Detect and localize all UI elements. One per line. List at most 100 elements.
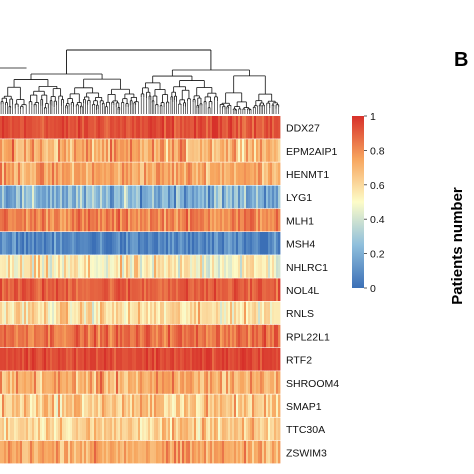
heatmap-cell (278, 440, 281, 464)
heatmap-cell (18, 394, 21, 417)
heatmap-cell (46, 208, 49, 232)
heatmap-cell (28, 255, 31, 278)
heatmap-cell (100, 348, 103, 371)
heatmap-cell (272, 278, 275, 301)
heatmap-cell (30, 348, 33, 371)
heatmap-cell (256, 371, 259, 394)
heatmap-cell (44, 394, 47, 417)
heatmap-cell (34, 440, 37, 464)
heatmap-cell (26, 116, 29, 139)
heatmap-cell (194, 255, 197, 278)
heatmap-cell (84, 324, 87, 348)
heatmap-cell (58, 116, 61, 139)
heatmap-cell (46, 301, 49, 325)
heatmap-cell (76, 324, 79, 348)
heatmap-cell (226, 208, 229, 232)
heatmap-cell (160, 417, 163, 441)
heatmap-cell (142, 185, 145, 209)
heatmap-cell (242, 255, 245, 278)
heatmap-cell (48, 208, 51, 232)
heatmap-cell (246, 324, 249, 348)
heatmap-cell (188, 139, 191, 162)
heatmap-cell (230, 232, 233, 255)
heatmap-cell (256, 162, 259, 185)
heatmap-cell (164, 185, 167, 209)
heatmap-cell (94, 348, 97, 371)
heatmap-cell (270, 255, 273, 278)
heatmap-cell (66, 255, 69, 278)
heatmap-cell (158, 139, 161, 162)
heatmap-cell (148, 208, 151, 232)
heatmap-cell (106, 440, 109, 464)
heatmap-cell (268, 185, 271, 209)
heatmap-cell (8, 162, 11, 185)
heatmap-cell (90, 255, 93, 278)
heatmap-cell (28, 278, 31, 301)
heatmap-cell (116, 371, 119, 394)
row-label-msh4: MSH4 (286, 239, 315, 251)
heatmap-cell (12, 232, 15, 255)
heatmap-cell (252, 440, 255, 464)
heatmap-cell (42, 232, 45, 255)
heatmap-cell (160, 301, 163, 325)
heatmap-cell (32, 324, 35, 348)
heatmap-cell (276, 162, 279, 185)
heatmap-cell (242, 139, 245, 162)
heatmap-cell (110, 185, 113, 209)
heatmap-cell (168, 208, 171, 232)
heatmap-cell (200, 348, 203, 371)
heatmap-cell (278, 301, 281, 325)
heatmap-cell (268, 278, 271, 301)
heatmap-cell (54, 371, 57, 394)
heatmap-cell (124, 371, 127, 394)
heatmap-cell (54, 232, 57, 255)
heatmap-cell (138, 162, 141, 185)
heatmap-cell (218, 324, 221, 348)
heatmap-cell (38, 139, 41, 162)
heatmap-cell (8, 255, 11, 278)
heatmap-cell (72, 208, 75, 232)
heatmap-cell (202, 417, 205, 441)
heatmap-cell (44, 185, 47, 209)
heatmap-cell (14, 417, 17, 441)
heatmap-cell (88, 208, 91, 232)
heatmap-cell (82, 348, 85, 371)
heatmap-cell (94, 255, 97, 278)
heatmap-cell (140, 417, 143, 441)
heatmap-cell (214, 116, 217, 139)
heatmap-cell (18, 116, 21, 139)
row-label-nhlrc1: NHLRC1 (286, 262, 328, 274)
heatmap-cell (178, 139, 181, 162)
heatmap-cell (268, 394, 271, 417)
heatmap-cell (156, 278, 159, 301)
heatmap-cell (266, 208, 269, 232)
heatmap-cell (226, 162, 229, 185)
heatmap-cell (80, 348, 83, 371)
heatmap-cell (140, 324, 143, 348)
heatmap-cell (34, 255, 37, 278)
heatmap-cell (162, 162, 165, 185)
heatmap-cell (98, 208, 101, 232)
heatmap-cell (64, 324, 67, 348)
heatmap-cell (176, 208, 179, 232)
heatmap-cell (16, 301, 19, 325)
heatmap-cell (250, 394, 253, 417)
heatmap-cell (226, 278, 229, 301)
heatmap-cell (10, 440, 13, 464)
heatmap-cell (6, 185, 9, 209)
heatmap-cell (242, 324, 245, 348)
heatmap-cell (116, 417, 119, 441)
heatmap-cell (184, 185, 187, 209)
heatmap-cell (64, 185, 67, 209)
heatmap-cell (204, 116, 207, 139)
heatmap-cell (242, 371, 245, 394)
heatmap-cell (250, 232, 253, 255)
heatmap-cell (50, 232, 53, 255)
heatmap-cell (198, 139, 201, 162)
heatmap-cell (58, 417, 61, 441)
heatmap-cell (24, 208, 27, 232)
heatmap-cell (74, 208, 77, 232)
heatmap-cell (278, 139, 281, 162)
heatmap-cell (200, 417, 203, 441)
heatmap-cell (90, 208, 93, 232)
